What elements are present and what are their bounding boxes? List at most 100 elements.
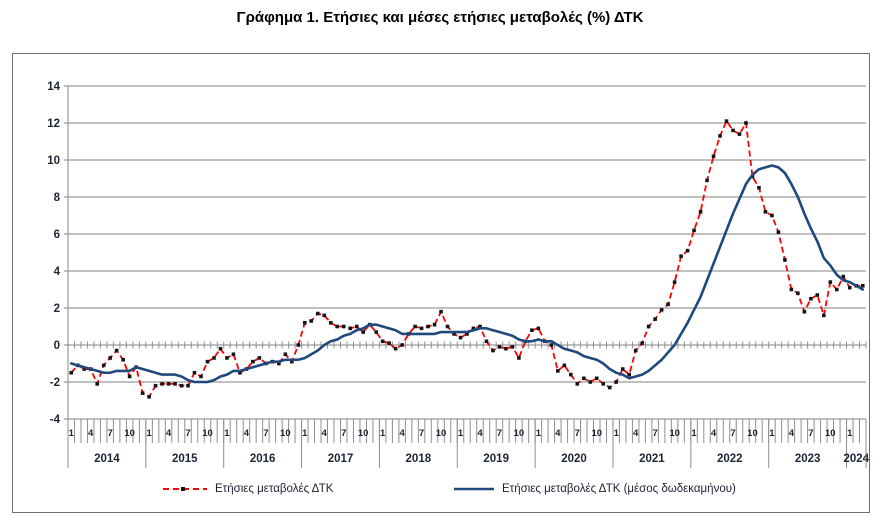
data-point-marker	[121, 358, 125, 362]
data-point-marker	[238, 370, 242, 375]
data-point-marker	[517, 356, 521, 360]
data-point-marker	[575, 382, 580, 386]
data-point-marker	[705, 178, 709, 183]
year-label: 2021	[639, 453, 665, 465]
data-point-marker	[173, 382, 177, 386]
month-tick-label: 4	[789, 428, 795, 439]
month-tick-label: 7	[575, 428, 580, 439]
year-label: 2023	[795, 453, 821, 465]
y-axis-tick-label: 14	[47, 81, 60, 93]
data-point-marker	[698, 210, 703, 214]
month-tick-label: 7	[185, 428, 190, 439]
data-point-marker	[341, 324, 346, 329]
data-point-marker	[504, 346, 508, 351]
data-point-marker	[432, 322, 437, 327]
data-point-marker	[607, 385, 612, 390]
month-tick-label: 4	[166, 428, 172, 439]
data-point-marker	[218, 346, 223, 351]
data-point-marker	[847, 285, 852, 290]
data-point-marker	[95, 382, 99, 386]
data-point-marker	[426, 324, 430, 329]
data-point-marker	[212, 356, 216, 360]
year-label: 2019	[483, 453, 509, 465]
data-point-marker	[199, 374, 203, 379]
data-point-marker	[147, 395, 151, 399]
red-dashed-line-sample	[163, 487, 207, 491]
data-point-marker	[860, 284, 865, 288]
average-annual-change-line	[69, 164, 865, 384]
data-point-marker	[789, 287, 794, 292]
data-point-marker	[303, 321, 307, 325]
month-tick-label: 10	[591, 428, 602, 439]
data-point-marker	[633, 348, 638, 353]
month-tick-label: 7	[108, 428, 113, 439]
data-point-marker	[802, 309, 807, 314]
data-point-marker	[510, 345, 515, 349]
month-tick-label: 1	[847, 428, 853, 439]
data-point-marker	[231, 352, 236, 357]
data-point-marker	[257, 356, 262, 360]
month-tick-label: 4	[399, 428, 405, 439]
annual-series-label: Ετήσιες μεταβολές ΔΤΚ	[215, 483, 334, 495]
month-tick-label: 1	[536, 428, 542, 439]
month-tick-label: 4	[633, 428, 639, 439]
month-tick-label: 10	[514, 428, 525, 439]
data-point-marker	[361, 330, 365, 334]
data-point-marker	[783, 258, 787, 262]
month-tick-label: 4	[322, 428, 328, 439]
year-label: 2018	[406, 453, 432, 465]
data-point-marker	[179, 383, 184, 388]
data-point-marker	[536, 326, 541, 331]
data-point-marker	[225, 356, 229, 360]
year-label: 2020	[561, 453, 587, 465]
data-point-marker	[192, 370, 197, 375]
data-point-marker	[581, 376, 586, 381]
year-label: 2016	[250, 453, 276, 465]
y-axis-tick-label: -2	[50, 377, 60, 389]
data-point-marker	[737, 132, 742, 136]
month-tick-label: 7	[263, 428, 268, 439]
month-tick-label: 1	[224, 428, 230, 439]
data-point-marker	[692, 228, 696, 233]
data-point-marker	[465, 332, 469, 336]
data-point-marker	[114, 348, 119, 353]
month-tick-label: 1	[146, 428, 152, 439]
year-label: 2017	[328, 453, 354, 465]
data-point-marker	[828, 280, 833, 284]
data-point-marker	[400, 343, 404, 347]
data-point-marker	[679, 254, 683, 258]
data-point-marker	[653, 317, 657, 321]
month-tick-label: 4	[88, 428, 94, 439]
legend-item-annual: Ετήσιες μεταβολές ΔΤΚ	[162, 478, 333, 500]
data-point-marker	[354, 324, 359, 329]
y-axis-tick-label: 2	[54, 303, 60, 315]
data-point-marker	[374, 330, 378, 334]
data-point-marker	[724, 119, 729, 123]
data-point-marker	[770, 213, 774, 218]
black-square-marker-sample	[181, 487, 185, 491]
data-point-marker	[666, 302, 670, 307]
data-point-marker	[277, 361, 281, 366]
year-label: 2014	[94, 453, 120, 465]
y-axis-tick-label: 0	[54, 340, 60, 352]
data-point-marker	[627, 372, 631, 377]
data-point-marker	[101, 363, 106, 368]
average-series-label: Ετήσιες μεταβολές ΔΤΚ (μέσος δωδεκαμήνου…	[502, 483, 736, 495]
y-axis-tick-label: 10	[47, 155, 60, 167]
y-axis-tick-label: -4	[50, 414, 61, 426]
data-point-marker	[796, 291, 800, 295]
data-point-marker	[380, 339, 385, 344]
month-tick-label: 1	[769, 428, 775, 439]
data-point-marker	[776, 230, 781, 234]
blue-line-sample	[454, 487, 494, 491]
data-point-marker	[659, 308, 664, 312]
month-tick-label: 10	[280, 428, 291, 439]
data-point-marker	[283, 352, 288, 357]
chart-frame: 14 12 10 8 6 4 2 0 -2 -4 2014 1 4 7 10 2015 1 4 7 10 2016 1 4 7…	[12, 53, 870, 513]
data-point-marker	[549, 343, 554, 347]
data-point-marker	[458, 335, 463, 340]
data-point-marker	[646, 324, 651, 329]
month-tick-label: 1	[302, 428, 308, 439]
data-point-marker	[153, 383, 158, 388]
month-tick-label: 10	[825, 428, 836, 439]
